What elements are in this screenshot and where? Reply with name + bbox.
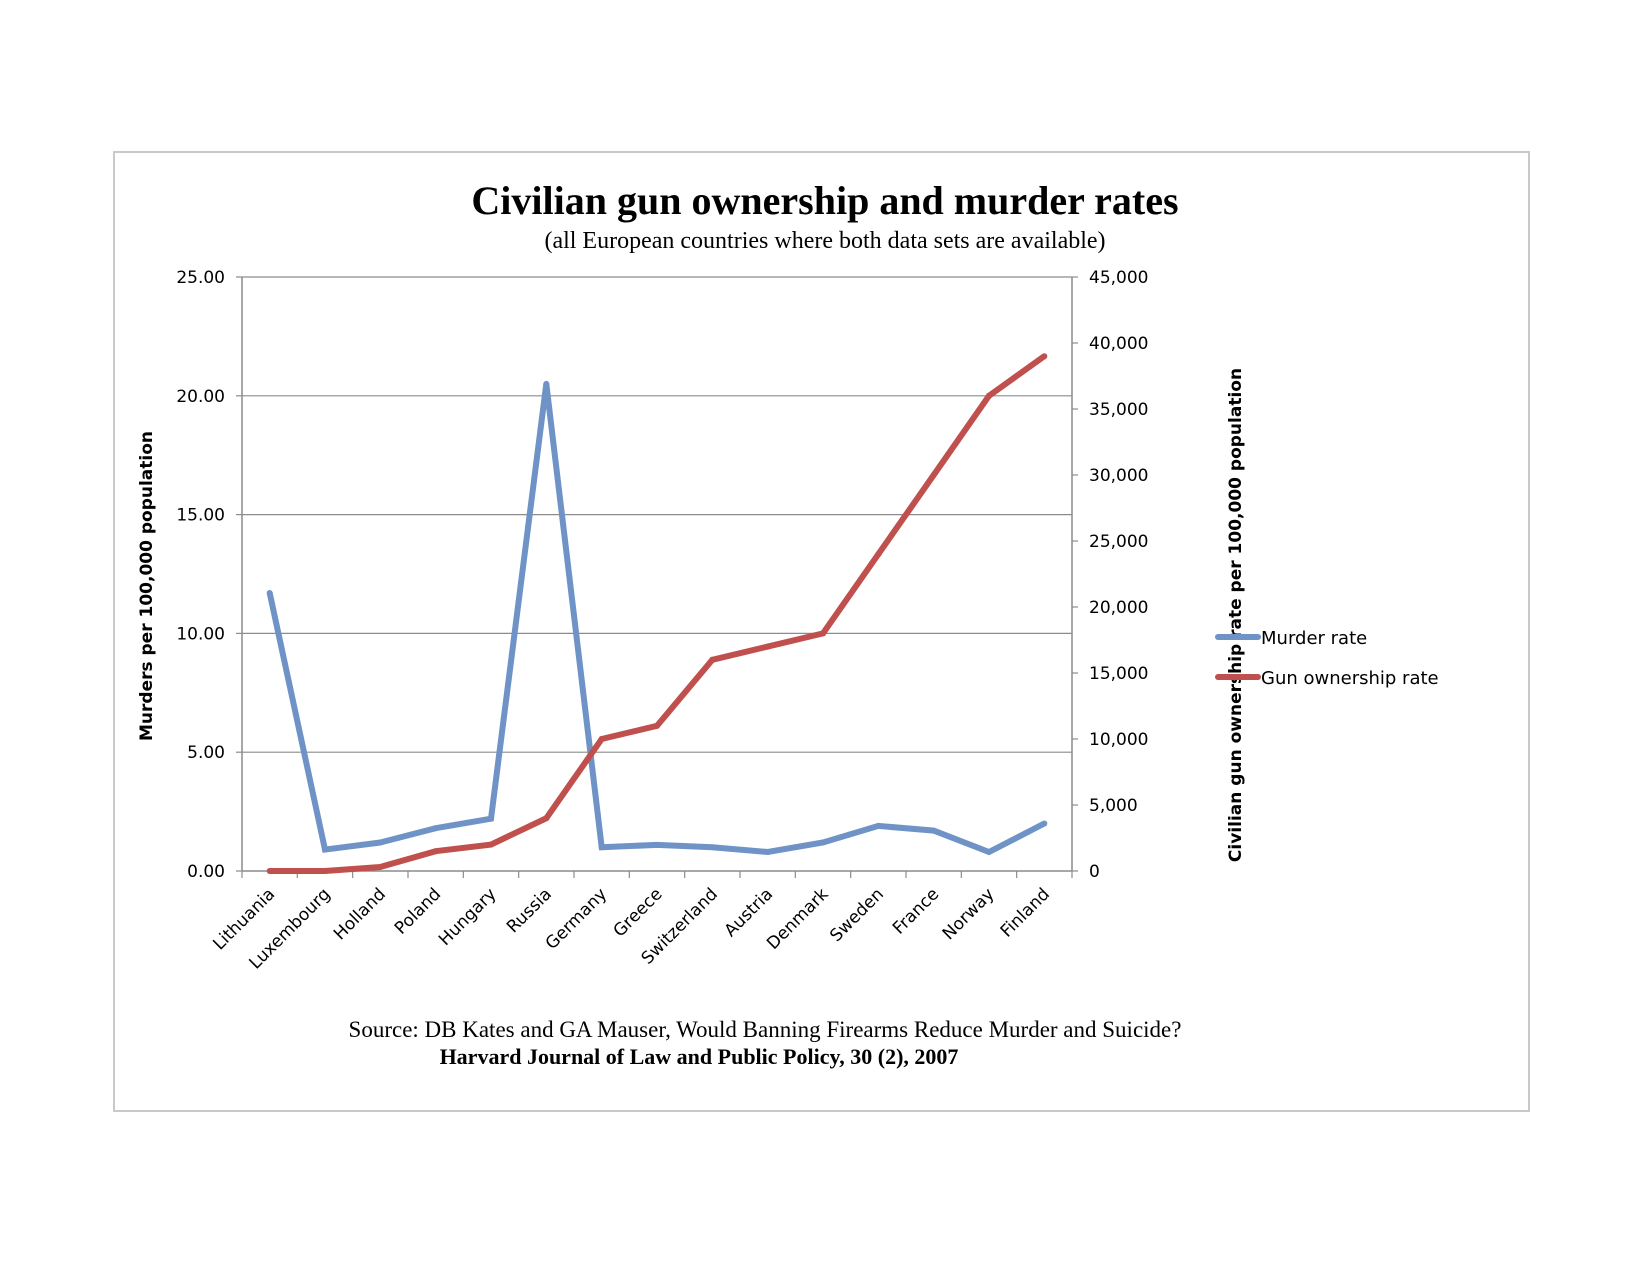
x-tick-label: Germany [542, 884, 611, 953]
left-tick-label: 20.00 [176, 387, 225, 407]
chart-svg: Civilian gun ownership and murder rates … [137, 178, 1439, 1069]
axes [241, 277, 1073, 872]
legend: Murder rate Gun ownership rate [1215, 628, 1439, 689]
right-tick-label: 20,000 [1089, 598, 1148, 618]
data-point-gun-ownership-rate [709, 656, 716, 663]
right-tick-label: 10,000 [1089, 730, 1148, 750]
right-tick-label: 45,000 [1089, 268, 1148, 288]
data-point-murder-rate [764, 848, 771, 855]
data-point-gun-ownership-rate [598, 736, 605, 742]
x-tick-label: Finland [997, 884, 1054, 941]
x-tick-label: Holland [330, 884, 390, 944]
chart-frame: Civilian gun ownership and murder rates … [113, 151, 1530, 1112]
left-tick-label: 0.00 [187, 862, 225, 882]
grid-lines [242, 276, 1072, 753]
data-point-murder-rate [654, 841, 660, 848]
data-point-murder-rate [543, 380, 550, 387]
series-line-murder-rate [266, 383, 1046, 856]
x-tick-label: Austria [721, 884, 778, 941]
data-point-gun-ownership-rate [488, 841, 494, 848]
data-point-gun-ownership-rate [820, 630, 826, 637]
x-tick-label: Russia [503, 884, 556, 937]
right-tick-label: 30,000 [1089, 466, 1148, 486]
left-tick-label: 15.00 [176, 506, 225, 526]
right-axis-ticks: 0 5,000 10,000 15,000 20,000 25,000 30,000 35,0… [1072, 268, 1148, 882]
right-tick-label: 25,000 [1089, 532, 1148, 552]
data-point-murder-rate [875, 822, 882, 829]
data-point-gun-ownership-rate [875, 551, 882, 558]
chart-subtitle: (all European countries where both data … [544, 228, 1105, 254]
left-tick-label: 10.00 [176, 624, 225, 644]
x-tick-label: Poland [391, 884, 445, 938]
data-point-murder-rate [322, 846, 328, 853]
source-line-1: Source: DB Kates and GA Mauser, Would Ba… [349, 1017, 1182, 1042]
series-line-gun-ownership-rate [269, 353, 1047, 874]
right-tick-label: 0 [1089, 862, 1100, 882]
legend-label: Murder rate [1261, 628, 1367, 649]
right-tick-label: 5,000 [1089, 796, 1138, 816]
data-point-murder-rate [1041, 820, 1048, 827]
data-point-murder-rate [432, 825, 439, 832]
x-tick-label: Hungary [435, 884, 500, 949]
data-point-murder-rate [930, 827, 937, 834]
left-axis-title: Murders per 100,000 population [137, 431, 157, 741]
data-point-gun-ownership-rate [543, 815, 550, 822]
right-tick-label: 40,000 [1089, 334, 1148, 354]
x-tick-label: Denmark [763, 884, 833, 954]
left-tick-label: 5.00 [187, 743, 225, 763]
left-axis-ticks: 0.00 5.00 10.00 15.00 20.00 25.00 [176, 268, 242, 882]
right-tick-label: 15,000 [1089, 664, 1148, 684]
chart-title: Civilian gun ownership and murder rates [471, 178, 1178, 223]
series-lines [266, 353, 1048, 874]
data-point-gun-ownership-rate [432, 848, 439, 855]
data-point-murder-rate [820, 839, 826, 846]
data-point-murder-rate [266, 590, 273, 597]
data-point-gun-ownership-rate [322, 868, 328, 874]
legend-label: Gun ownership rate [1261, 668, 1439, 689]
data-point-murder-rate [709, 844, 716, 851]
data-point-murder-rate [377, 839, 384, 846]
data-point-gun-ownership-rate [764, 643, 771, 650]
x-tick-label: Sweden [826, 884, 888, 946]
data-point-gun-ownership-rate [654, 722, 660, 729]
data-point-murder-rate [598, 844, 605, 851]
right-tick-label: 35,000 [1089, 400, 1148, 420]
data-point-gun-ownership-rate [266, 868, 273, 874]
data-point-gun-ownership-rate [930, 472, 937, 478]
data-point-gun-ownership-rate [377, 864, 384, 871]
right-axis-title: Civilian gun ownership rate per 100,000 … [1226, 368, 1246, 862]
data-point-gun-ownership-rate [986, 392, 992, 399]
data-point-gun-ownership-rate [1041, 353, 1048, 360]
source-line-2: Harvard Journal of Law and Public Policy… [440, 1044, 959, 1069]
x-tick-label: France [889, 884, 943, 938]
data-point-murder-rate [986, 848, 992, 855]
left-tick-label: 25.00 [176, 268, 225, 288]
data-point-murder-rate [488, 815, 494, 822]
x-tick-label: Norway [939, 884, 999, 944]
